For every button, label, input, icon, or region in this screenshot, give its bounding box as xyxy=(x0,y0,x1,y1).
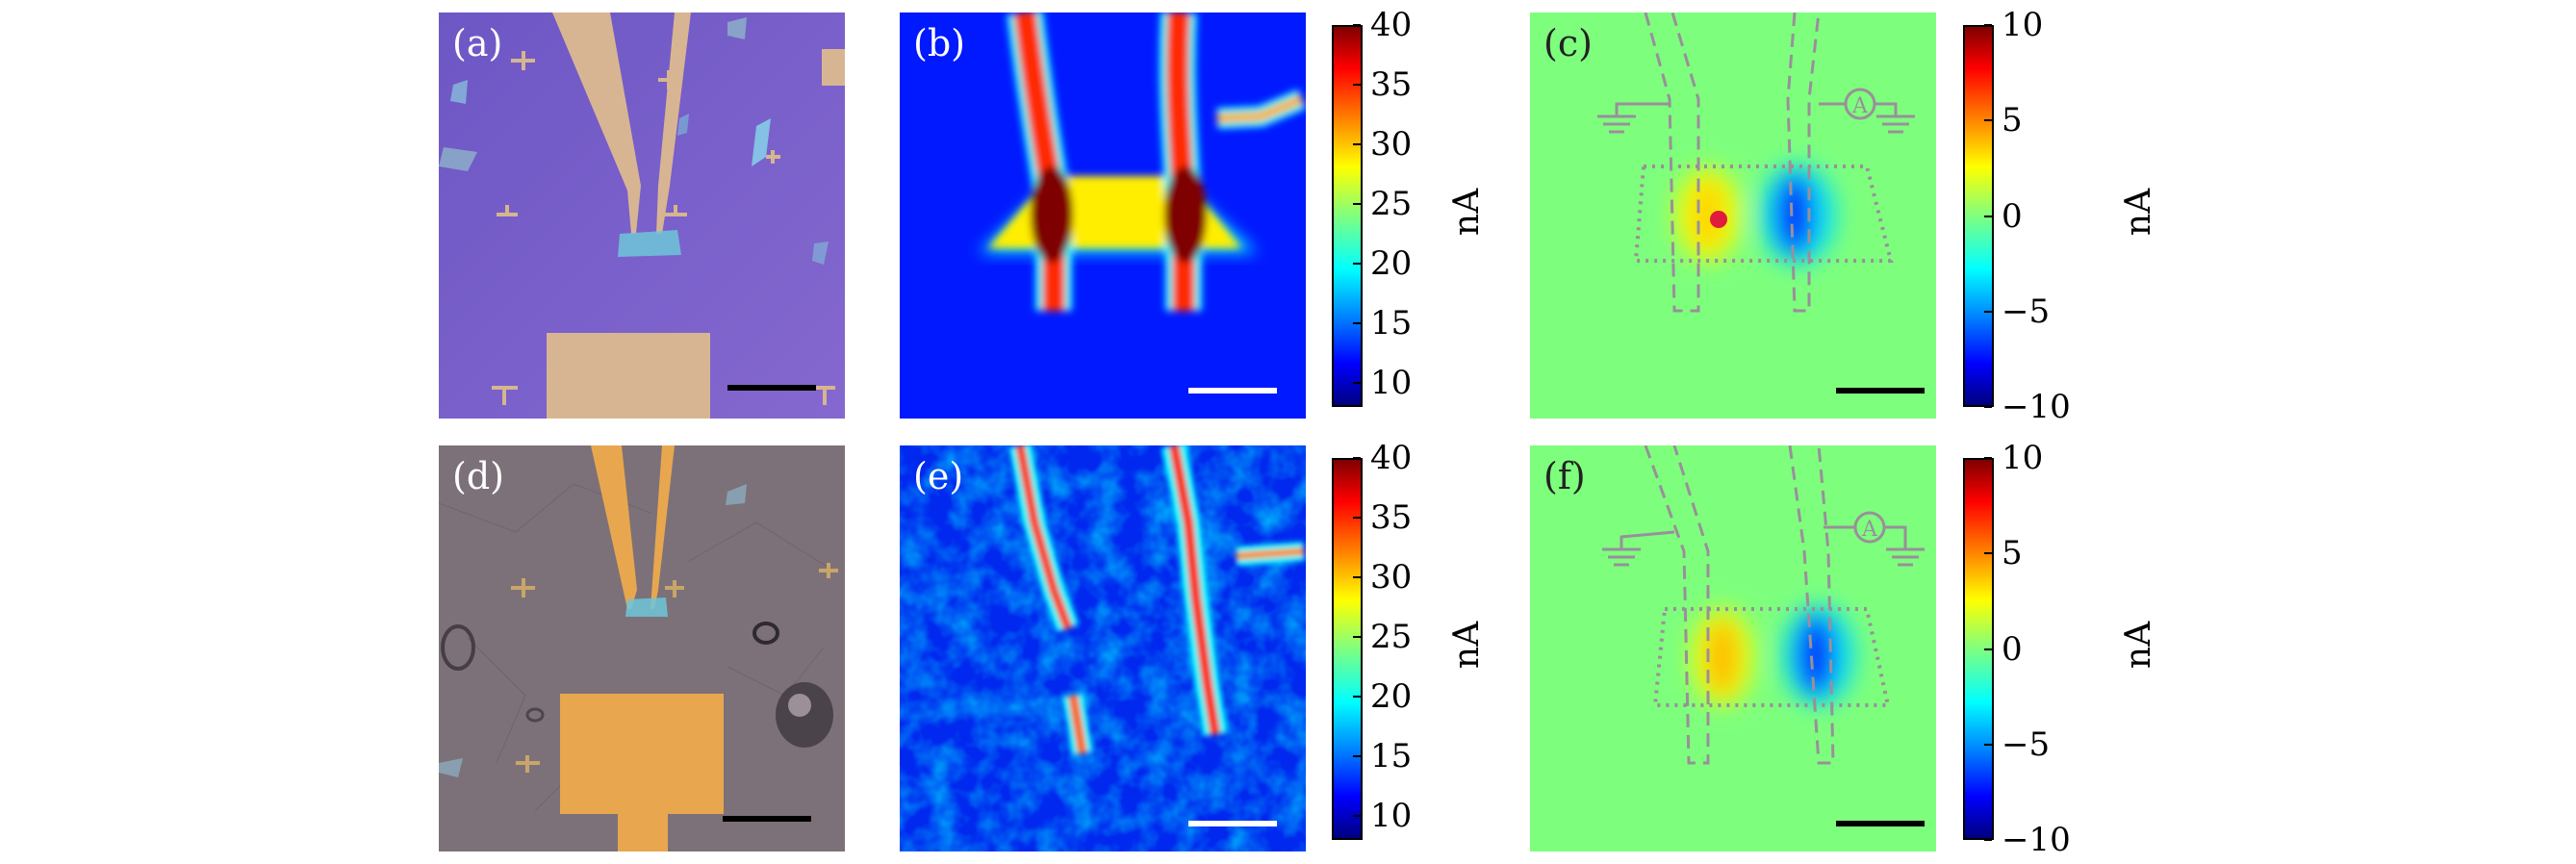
colorbar-tick xyxy=(1984,743,1992,746)
scale-bar xyxy=(1188,821,1277,826)
scale-bar xyxy=(723,816,811,822)
colorbar-tick xyxy=(1353,84,1361,87)
colorbar-tick-label: 20 xyxy=(1370,677,1413,717)
colorbar-tick xyxy=(1984,457,1992,459)
colorbar-tick-label: 30 xyxy=(1370,125,1413,165)
colorbar-tick xyxy=(1353,636,1361,639)
colorbar-tick xyxy=(1353,457,1361,459)
colorbar-tick xyxy=(1984,310,1992,313)
colorbar-unit-bottom-photo: nA xyxy=(2119,621,2159,670)
electrode-left xyxy=(552,13,641,234)
ammeter-symbol: A xyxy=(1851,94,1869,118)
colorbar-tick-label: −10 xyxy=(2002,388,2071,426)
colorbar-tick xyxy=(1353,24,1361,26)
colorbar-tick-label: 10 xyxy=(1370,364,1413,403)
colorbar-tick-label: −10 xyxy=(2002,821,2071,859)
panel-label-b: (b) xyxy=(913,22,965,64)
colorbar-top-photo xyxy=(1963,25,1994,407)
colorbar-tick-label: −5 xyxy=(2002,724,2051,764)
colorbar-tick-label: 0 xyxy=(2002,629,2023,669)
contact-pad xyxy=(560,694,724,814)
laser-spot-marker xyxy=(1710,211,1727,228)
colorbar-tick xyxy=(1984,215,1992,217)
colorbar-tick xyxy=(1353,203,1361,206)
colorbar-tick-label: 35 xyxy=(1370,498,1413,538)
colorbar-tick-label: −5 xyxy=(2002,292,2051,331)
current-map-b xyxy=(900,13,1306,419)
colorbar-tick-label: 20 xyxy=(1370,244,1413,284)
colorbar-unit-top-photo: nA xyxy=(2119,188,2159,237)
panel-a-optical-image: (a) xyxy=(439,13,845,419)
photocurrent-map-f: A xyxy=(1530,445,1936,851)
flake xyxy=(625,597,668,617)
flake xyxy=(618,230,681,257)
colorbar-tick-label: 40 xyxy=(1370,439,1413,477)
panel-b-current-map: (b) xyxy=(900,13,1306,419)
colorbar-tick-label: 10 xyxy=(1370,797,1413,836)
colorbar-top-current xyxy=(1332,25,1363,407)
colorbar-tick xyxy=(1353,143,1361,146)
colorbar-unit-top-current: nA xyxy=(1447,188,1488,237)
optical-image-d xyxy=(439,445,845,851)
contact-pad xyxy=(547,333,710,419)
scale-bar xyxy=(1836,821,1925,826)
colorbar-tick-label: 35 xyxy=(1370,65,1413,105)
colorbar-tick-label: 10 xyxy=(2002,6,2044,44)
colorbar-tick xyxy=(1353,815,1361,818)
colorbar-unit-bottom-current: nA xyxy=(1447,621,1488,670)
colorbar-tick-label: 10 xyxy=(2002,439,2044,477)
colorbar-tick xyxy=(1984,24,1992,26)
colorbar-tick xyxy=(1353,382,1361,385)
panel-c-photocurrent-map: A (c) xyxy=(1530,13,1936,419)
ammeter-symbol: A xyxy=(1861,518,1878,542)
panel-label-d: (d) xyxy=(452,455,504,497)
colorbar-tick xyxy=(1984,648,1992,650)
panel-label-f: (f) xyxy=(1543,455,1586,497)
panel-d-optical-image: (d) xyxy=(439,445,845,851)
colorbar-tick-label: 15 xyxy=(1370,737,1413,776)
colorbar-tick-label: 0 xyxy=(2002,196,2023,236)
colorbar-tick xyxy=(1984,406,1992,408)
colorbar-tick xyxy=(1353,696,1361,699)
colorbar-tick-label: 5 xyxy=(2002,534,2023,573)
colorbar-tick xyxy=(1353,576,1361,579)
colorbar-tick-label: 25 xyxy=(1370,618,1413,657)
scale-bar xyxy=(727,385,816,391)
colorbar-tick-label: 5 xyxy=(2002,101,2023,140)
electrode-right xyxy=(656,13,691,234)
current-map-e xyxy=(900,445,1306,851)
electrode-left xyxy=(591,445,637,609)
panel-e-current-map: (e) xyxy=(900,445,1306,851)
colorbar-tick xyxy=(1353,322,1361,325)
colorbar-bottom-current xyxy=(1332,458,1363,840)
colorbar-tick xyxy=(1984,119,1992,122)
colorbar-tick-label: 30 xyxy=(1370,558,1413,597)
colorbar-tick xyxy=(1353,517,1361,520)
optical-image-a xyxy=(439,13,845,419)
colorbar-tick xyxy=(1353,755,1361,758)
scale-bar xyxy=(1836,388,1925,394)
colorbar-tick xyxy=(1984,839,1992,841)
photocurrent-map-c: A xyxy=(1530,13,1936,419)
colorbar-tick-label: 15 xyxy=(1370,304,1413,343)
panel-label-a: (a) xyxy=(452,22,503,64)
colorbar-tick-label: 25 xyxy=(1370,185,1413,224)
panel-label-e: (e) xyxy=(913,455,964,497)
colorbar-tick xyxy=(1353,263,1361,266)
panel-f-photocurrent-map: A (f) xyxy=(1530,445,1936,851)
colorbar-tick-label: 40 xyxy=(1370,6,1413,44)
electrode-right xyxy=(650,445,675,609)
scale-bar xyxy=(1188,388,1277,394)
panel-label-c: (c) xyxy=(1543,22,1593,64)
colorbar-tick xyxy=(1984,552,1992,555)
